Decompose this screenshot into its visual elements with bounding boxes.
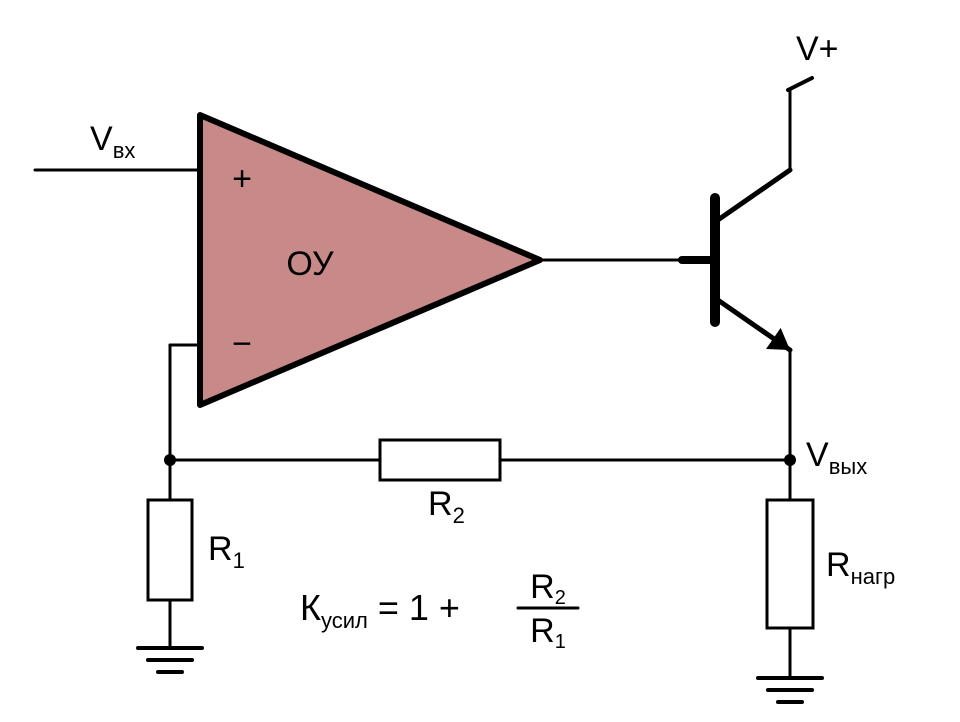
rload-label: Rнагр bbox=[826, 546, 895, 589]
svg-text:R2: R2 bbox=[530, 568, 566, 609]
svg-text:R1: R1 bbox=[530, 612, 566, 653]
r2-label: R2 bbox=[428, 485, 465, 528]
r1-label: R1 bbox=[208, 530, 245, 573]
svg-text:−: − bbox=[232, 325, 252, 363]
opamp-label: ОУ bbox=[286, 245, 334, 283]
vplus-label: V+ bbox=[796, 30, 839, 68]
gain-formula: Кусил = 1 + bbox=[300, 587, 460, 633]
svg-text:+: + bbox=[232, 160, 252, 198]
vout-label: Vвых bbox=[806, 436, 867, 479]
vin-label: Vвх bbox=[90, 120, 135, 163]
circuit-diagram: ОУ+−VвхV+VвыхR2R1RнагрКусил = 1 + R2R1 bbox=[0, 0, 960, 722]
